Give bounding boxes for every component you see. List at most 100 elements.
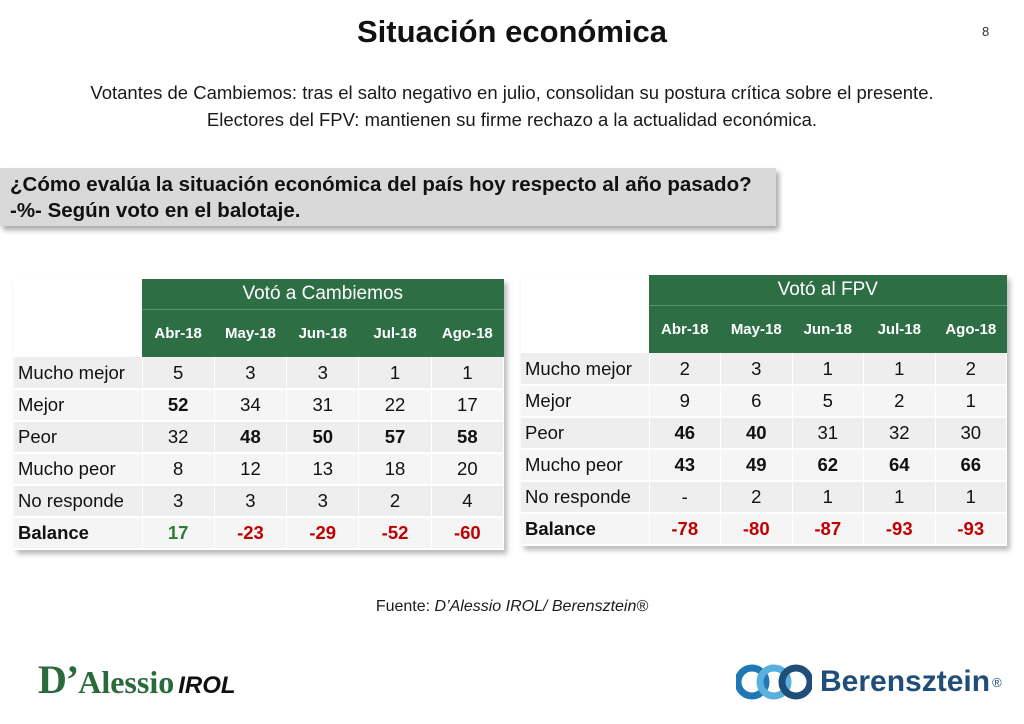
slide-title: Situación económica xyxy=(356,14,668,49)
table-row: Peor 46 40 31 32 30 xyxy=(521,417,1007,450)
logo-alessio-text: Alessio xyxy=(78,664,175,700)
month-header: Ago-18 xyxy=(935,305,1007,353)
table-cell: 8 xyxy=(142,453,215,486)
table-cell: 2 xyxy=(649,353,721,386)
group-header: Votó al FPV xyxy=(649,275,1007,306)
table-row: Mucho peor 43 49 62 64 66 xyxy=(521,449,1007,482)
table-fpv: Votó al FPV Abr-18 May-18 Jun-18 Jul-18 … xyxy=(521,275,1007,546)
table-row: Mejor 9 6 5 2 1 xyxy=(521,385,1007,418)
table-cell: 46 xyxy=(649,417,721,450)
month-header: May-18 xyxy=(720,305,792,353)
balance-row: Balance 17 -23 -29 -52 -60 xyxy=(14,517,505,550)
month-header: Ago-18 xyxy=(431,309,504,357)
table-cell: - xyxy=(649,481,721,514)
balance-cell: -60 xyxy=(431,517,505,550)
month-header: May-18 xyxy=(214,309,287,357)
balance-row: Balance -78 -80 -87 -93 -93 xyxy=(521,513,1007,546)
table-row: Peor 32 48 50 57 58 xyxy=(14,421,505,454)
row-label: Peor xyxy=(14,421,143,454)
subtitle-line-1: Votantes de Cambiemos: tras el salto neg… xyxy=(90,82,934,103)
month-header: Jul-18 xyxy=(358,309,432,357)
table-cell: 2 xyxy=(358,485,432,518)
berensztein-logo: Berensztein ® xyxy=(736,660,1002,704)
berensztein-text: Berensztein xyxy=(820,665,991,698)
table-cell: 1 xyxy=(792,481,864,514)
balance-cell: -78 xyxy=(649,513,721,546)
table-cell: 57 xyxy=(358,421,432,454)
table-cell: 64 xyxy=(863,449,936,482)
table-cell: 20 xyxy=(431,453,505,486)
source-note: Fuente: D’Alessio IROL/ Berensztein® xyxy=(0,598,1024,616)
table-row: Mucho peor 8 12 13 18 20 xyxy=(14,453,505,486)
balance-cell: -23 xyxy=(214,517,288,550)
table-cell: 30 xyxy=(935,417,1007,450)
row-label: Peor xyxy=(521,417,650,450)
table-cell: 3 xyxy=(214,357,288,390)
balance-cell: -52 xyxy=(358,517,432,550)
table-cell: 3 xyxy=(214,485,288,518)
table-cell: 43 xyxy=(649,449,721,482)
table-cell: 22 xyxy=(358,389,432,422)
table-cell: 2 xyxy=(935,353,1007,386)
month-header: Jun-18 xyxy=(286,309,359,357)
table-cell: 66 xyxy=(935,449,1007,482)
table-cell: 62 xyxy=(792,449,864,482)
row-label: Mejor xyxy=(521,385,650,418)
registered-mark: ® xyxy=(992,674,1002,690)
table-cell: 4 xyxy=(431,485,505,518)
table-cell: 3 xyxy=(286,357,360,390)
slide-subtitle: Votantes de Cambiemos: tras el salto neg… xyxy=(0,79,1024,133)
balance-cell: -93 xyxy=(863,513,936,546)
table-cell: 31 xyxy=(792,417,864,450)
table-cell: 48 xyxy=(214,421,288,454)
berensztein-mark-icon xyxy=(736,664,812,700)
month-header: Jun-18 xyxy=(792,305,864,353)
row-label: Mucho peor xyxy=(14,453,143,486)
table-cell: 3 xyxy=(720,353,793,386)
balance-cell: -87 xyxy=(792,513,864,546)
table-row: No responde 3 3 3 2 4 xyxy=(14,485,505,518)
table-cell: 1 xyxy=(935,481,1007,514)
table-cell: 5 xyxy=(142,357,215,390)
table-cell: 58 xyxy=(431,421,505,454)
table-row: Mucho mejor 5 3 3 1 1 xyxy=(14,357,505,390)
table-cell: 50 xyxy=(286,421,360,454)
source-prefix: Fuente: xyxy=(375,598,435,615)
row-label: Mucho mejor xyxy=(14,357,143,390)
table-row: Mejor 52 34 31 22 17 xyxy=(14,389,505,422)
table-cell: 9 xyxy=(649,385,721,418)
row-label: Mucho mejor xyxy=(521,353,650,386)
table-cell: 12 xyxy=(214,453,288,486)
table-cell: 52 xyxy=(142,389,215,422)
row-label: Balance xyxy=(521,513,650,546)
row-label: No responde xyxy=(521,481,650,514)
table-cell: 32 xyxy=(142,421,215,454)
table-corner xyxy=(521,275,649,353)
group-header: Votó a Cambiemos xyxy=(142,279,504,310)
month-header: Abr-18 xyxy=(649,305,721,353)
table-cell: 6 xyxy=(720,385,793,418)
row-label: Mejor xyxy=(14,389,143,422)
balance-cell: -93 xyxy=(935,513,1007,546)
table-cell: 1 xyxy=(935,385,1007,418)
table-cell: 13 xyxy=(286,453,360,486)
table-cell: 1 xyxy=(792,353,864,386)
month-header: Abr-18 xyxy=(142,309,215,357)
table-cell: 3 xyxy=(142,485,215,518)
balance-cell: 17 xyxy=(142,517,215,550)
source-name: D’Alessio IROL/ Berensztein® xyxy=(434,598,649,615)
table-cambiemos: Votó a Cambiemos Abr-18 May-18 Jun-18 Ju… xyxy=(14,279,505,550)
table-cell: 1 xyxy=(358,357,432,390)
table-cell: 49 xyxy=(720,449,793,482)
logo-irol-text: IROL xyxy=(178,672,236,699)
balance-cell: -29 xyxy=(286,517,360,550)
table-cell: 1 xyxy=(863,481,936,514)
question-line-1: ¿Cómo evalúa la situación económica del … xyxy=(10,173,752,196)
table-cell: 40 xyxy=(720,417,793,450)
table-cell: 1 xyxy=(431,357,505,390)
page-number: 8 xyxy=(982,24,990,39)
row-label: Mucho peor xyxy=(521,449,650,482)
question-box: ¿Cómo evalúa la situación económica del … xyxy=(0,168,776,226)
table-corner xyxy=(14,279,142,357)
subtitle-line-2: Electores del FPV: mantienen su firme re… xyxy=(206,109,818,130)
